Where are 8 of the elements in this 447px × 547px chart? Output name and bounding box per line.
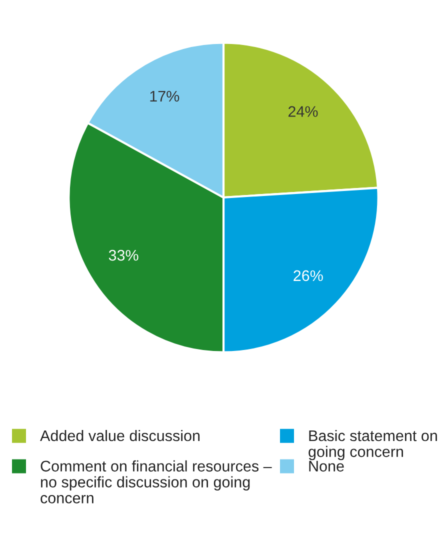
legend-label: Basic statement on going concern <box>308 430 437 460</box>
data-label: 26% <box>294 270 323 282</box>
legend-label: None <box>309 460 344 472</box>
data-label: 33% <box>108 250 138 261</box>
legend-label: Added value discussion <box>40 430 200 442</box>
data-label: 17% <box>150 90 180 102</box>
legend-label: Comment on financial resources – no specific discussion on going concern <box>40 460 272 504</box>
data-label: 24% <box>288 106 318 117</box>
